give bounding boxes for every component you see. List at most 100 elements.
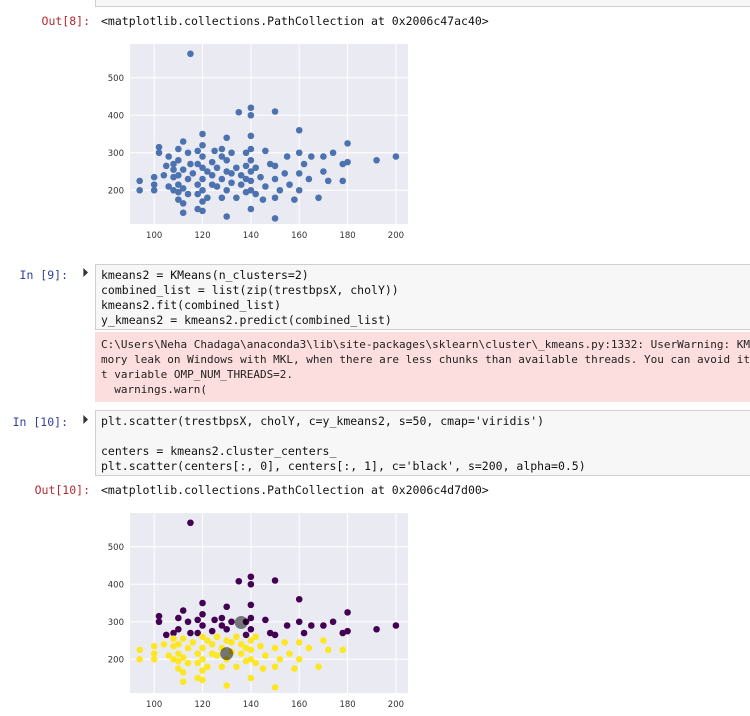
scatter-point <box>179 138 187 145</box>
y-tick-label: 500 <box>108 543 124 553</box>
cluster-1-point <box>339 646 347 654</box>
cluster-0-point <box>320 622 327 629</box>
cluster-1-point <box>184 659 192 667</box>
scatter-point <box>136 186 143 194</box>
in10-code[interactable]: plt.scatter(trestbpsX, cholY, c=y_kmeans… <box>96 411 750 477</box>
y-tick-label: 200 <box>108 186 124 196</box>
code-line: y_kmeans2 = kmeans2.predict(combined_lis… <box>101 313 392 327</box>
cluster-0-point <box>247 614 255 622</box>
cluster-0-point <box>271 577 279 584</box>
scatter-point <box>286 181 293 188</box>
scatter-point <box>162 162 170 170</box>
cluster-1-point <box>179 678 187 686</box>
scatter-point <box>247 186 255 194</box>
cluster-1-point <box>247 637 255 644</box>
scatter-point <box>223 156 230 164</box>
cluster-1-point <box>252 659 260 667</box>
cluster-1-point <box>295 639 303 646</box>
cluster-0-point <box>155 618 163 626</box>
cluster-0-point <box>247 601 255 609</box>
cluster-1-point <box>259 665 267 672</box>
scatter-point <box>218 153 226 160</box>
scatter-point <box>170 166 177 173</box>
cluster-0-point <box>187 519 194 527</box>
cluster-0-point <box>187 629 194 637</box>
plot2-tick-labels: 100 120 140 160 180 200 200 300 400 500 <box>108 543 404 710</box>
scatter-point <box>150 181 158 188</box>
scatter-point <box>218 194 226 202</box>
run-cell-icon[interactable]: ⏵ <box>82 413 89 428</box>
in9-code[interactable]: kmeans2 = KMeans(n_clusters=2) combined_… <box>96 265 750 331</box>
cluster-0-point <box>194 616 201 624</box>
run-cell-icon[interactable]: ⏵ <box>82 266 89 281</box>
scatter-point <box>271 194 279 202</box>
scatter-point <box>204 194 211 202</box>
cluster-1-point <box>286 650 293 657</box>
scatter-point <box>223 213 230 220</box>
in10-code-cell[interactable]: plt.scatter(trestbpsX, cholY, c=y_kmeans… <box>95 410 750 476</box>
cluster-1-point <box>194 650 201 657</box>
scatter-point <box>228 149 235 157</box>
out8-prompt: Out[8]: <box>41 14 90 28</box>
scatter-plot-2: 100 120 140 160 180 200 200 300 400 500 <box>108 513 408 710</box>
scatter-point <box>242 162 250 170</box>
cluster-1-point <box>271 684 279 691</box>
cluster-1-point <box>233 633 240 641</box>
scatter-point <box>199 186 206 194</box>
scatter-point <box>179 185 187 192</box>
plot1-axes-background <box>130 44 408 224</box>
scatter-point <box>211 147 218 155</box>
in9-prompt: In [9]: <box>19 268 68 282</box>
cluster-1-point <box>194 659 201 667</box>
y-tick-label: 200 <box>108 655 124 665</box>
cluster-1-point <box>252 633 260 641</box>
x-tick-label: 160 <box>291 700 307 710</box>
cluster-0-point <box>155 612 163 620</box>
scatter-point <box>175 156 182 164</box>
in9-code-cell[interactable]: kmeans2 = KMeans(n_clusters=2) combined_… <box>95 264 750 330</box>
cluster-1-point <box>199 644 206 652</box>
cluster-1-point <box>257 642 264 650</box>
cluster-1-point <box>136 655 143 663</box>
scatter-point <box>247 156 255 164</box>
scatter-point <box>223 134 230 142</box>
y-tick-label: 400 <box>108 111 124 121</box>
scatter-point <box>194 190 201 198</box>
scatter-point <box>295 126 303 134</box>
x-tick-label: 140 <box>243 231 259 241</box>
scatter-point <box>199 153 206 160</box>
cluster-1-point <box>179 669 187 676</box>
cluster-1-point <box>150 655 158 663</box>
scatter-point <box>295 149 303 157</box>
scatter-point <box>262 183 269 190</box>
scatter-point <box>170 160 177 168</box>
code-line: kmeans2.fit(combined_list) <box>101 298 282 312</box>
scatter-point <box>257 173 264 181</box>
cluster-0-point <box>162 631 170 639</box>
x-tick-label: 180 <box>339 700 355 710</box>
cluster-0-point <box>175 625 182 633</box>
scatter-point <box>175 145 182 153</box>
x-tick-label: 140 <box>243 700 259 710</box>
cluster-0-point <box>262 616 269 624</box>
cluster-1-point <box>228 639 235 646</box>
scatter-point <box>237 171 245 179</box>
cluster-0-point <box>228 618 235 626</box>
cluster-0-point <box>199 622 206 629</box>
cluster-1-point <box>199 667 206 674</box>
cluster-1-point <box>199 633 206 641</box>
scatter-point <box>242 149 250 157</box>
cluster-1-point <box>305 644 313 652</box>
plot2-axes-background <box>130 513 408 693</box>
cluster-0-point <box>223 625 230 633</box>
x-tick-label: 100 <box>146 700 162 710</box>
scatter-point <box>392 153 400 160</box>
plot2-grid <box>130 513 408 693</box>
cluster-1-point <box>150 642 158 650</box>
scatter-point <box>179 166 187 173</box>
warning-line: mory leak on Windows with MKL, when ther… <box>101 353 750 366</box>
code-line: combined_list = list(zip(trestbpsX, chol… <box>101 283 399 297</box>
cluster-0-point <box>242 631 250 639</box>
cluster-1-point <box>218 663 226 671</box>
scatter-point <box>276 186 284 194</box>
